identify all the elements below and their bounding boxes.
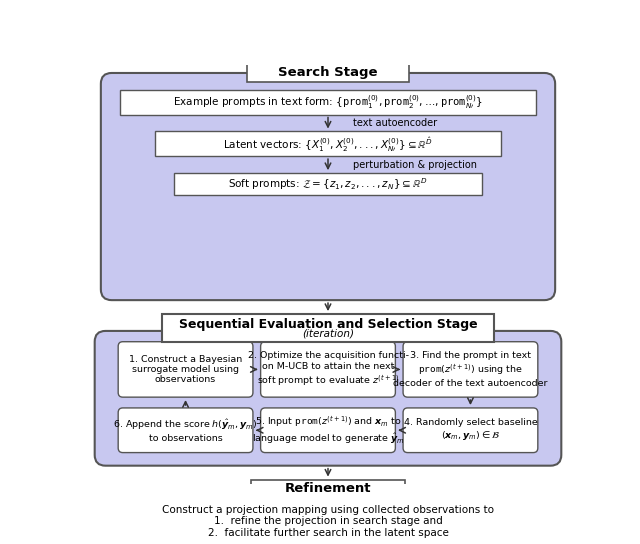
FancyBboxPatch shape xyxy=(95,331,561,466)
Text: 3. Find the prompt in text
$\mathtt{prom}\left(z^{(t+1)}\right)$ using the
decod: 3. Find the prompt in text $\mathtt{prom… xyxy=(393,351,548,388)
FancyBboxPatch shape xyxy=(260,342,396,397)
Text: text autoencoder: text autoencoder xyxy=(353,118,436,128)
FancyBboxPatch shape xyxy=(118,342,253,397)
Text: 1. Construct a Bayesian
surrogate model using
observations: 1. Construct a Bayesian surrogate model … xyxy=(129,355,242,384)
Bar xyxy=(251,480,405,497)
Bar xyxy=(163,314,493,342)
Text: Example prompts in text form: $\{\mathtt{prom}_1^{(0)},\mathtt{prom}_2^{(0)},\ld: Example prompts in text form: $\{\mathtt… xyxy=(173,93,483,111)
FancyBboxPatch shape xyxy=(403,342,538,397)
Bar xyxy=(120,90,536,115)
Bar xyxy=(174,173,482,195)
Text: Search Stage: Search Stage xyxy=(278,66,378,79)
Text: 2. Optimize the acquisition functi-
on M-UCB to attain the next
soft prompt to e: 2. Optimize the acquisition functi- on M… xyxy=(248,351,408,388)
Text: Refinement: Refinement xyxy=(285,481,371,494)
Text: 6. Append the score $h(\hat{\boldsymbol{y}}_m, \boldsymbol{y}_m)$
to observation: 6. Append the score $h(\hat{\boldsymbol{… xyxy=(113,418,258,443)
Text: Soft prompts: $\mathcal{Z} = \{z_1, z_2, ..., z_N\} \subseteq \mathbb{R}^D$: Soft prompts: $\mathcal{Z} = \{z_1, z_2,… xyxy=(228,176,428,191)
Text: perturbation & projection: perturbation & projection xyxy=(353,159,477,170)
Text: 4. Randomly select baseline
$(\boldsymbol{x}_m, \boldsymbol{y}_m) \in \mathcal{B: 4. Randomly select baseline $(\boldsymbo… xyxy=(404,418,538,442)
Text: Construct a projection mapping using collected observations to
1.  refine the pr: Construct a projection mapping using col… xyxy=(162,504,494,537)
Bar xyxy=(155,132,501,156)
FancyBboxPatch shape xyxy=(260,408,396,453)
FancyBboxPatch shape xyxy=(101,487,555,544)
Text: Sequential Evaluation and Selection Stage: Sequential Evaluation and Selection Stag… xyxy=(179,318,477,331)
FancyBboxPatch shape xyxy=(118,408,253,453)
Text: (iteration): (iteration) xyxy=(302,329,354,339)
FancyBboxPatch shape xyxy=(403,408,538,453)
Bar xyxy=(247,64,409,82)
Text: 5. Input $\mathtt{prom}\left(z^{(t+1)}\right)$ and $\boldsymbol{x}_m$ to
languag: 5. Input $\mathtt{prom}\left(z^{(t+1)}\r… xyxy=(252,415,404,446)
Text: Latent vectors: $\{X_1^{(0)}, X_2^{(0)}, ..., X_{N\prime}^{(0)}\} \subseteq \mat: Latent vectors: $\{X_1^{(0)}, X_2^{(0)},… xyxy=(223,134,433,154)
FancyBboxPatch shape xyxy=(101,73,555,300)
